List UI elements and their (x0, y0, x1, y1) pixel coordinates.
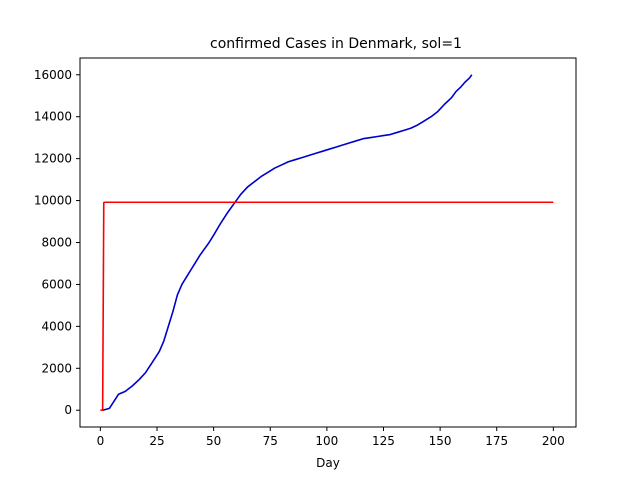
y-tick-label-0: 0 (64, 403, 72, 417)
y-tick-label-8: 16000 (34, 68, 72, 82)
x-tick-label-5: 125 (372, 434, 395, 448)
axes-layer: 0 25 50 75 100 125 150 175 200020004000600080001… (34, 68, 565, 448)
x-tick-label-6: 150 (429, 434, 452, 448)
x-tick-label-0: 0 (97, 434, 105, 448)
x-tick-label-3: 75 (263, 434, 278, 448)
y-tick-label-4: 8000 (41, 236, 72, 250)
y-tick-label-3: 6000 (41, 277, 72, 291)
x-tick-label-7: 175 (485, 434, 508, 448)
series-line-0 (102, 74, 473, 412)
x-axis-label: Day (316, 456, 340, 470)
y-tick-label-2: 4000 (41, 319, 72, 333)
x-tick-label-2: 50 (206, 434, 221, 448)
y-tick-label-6: 12000 (34, 152, 72, 166)
y-tick-label-1: 2000 (41, 361, 72, 375)
y-tick-label-7: 14000 (34, 110, 72, 124)
chart-title: confirmed Cases in Denmark, sol=1 (210, 36, 462, 52)
plot-frame (79, 57, 577, 428)
series-line-1 (100, 201, 554, 412)
x-tick-label-4: 100 (315, 434, 338, 448)
x-tick-label-8: 200 (542, 434, 565, 448)
series-layer (100, 74, 554, 412)
y-tick-label-5: 10000 (34, 194, 72, 208)
x-tick-label-1: 25 (149, 434, 164, 448)
